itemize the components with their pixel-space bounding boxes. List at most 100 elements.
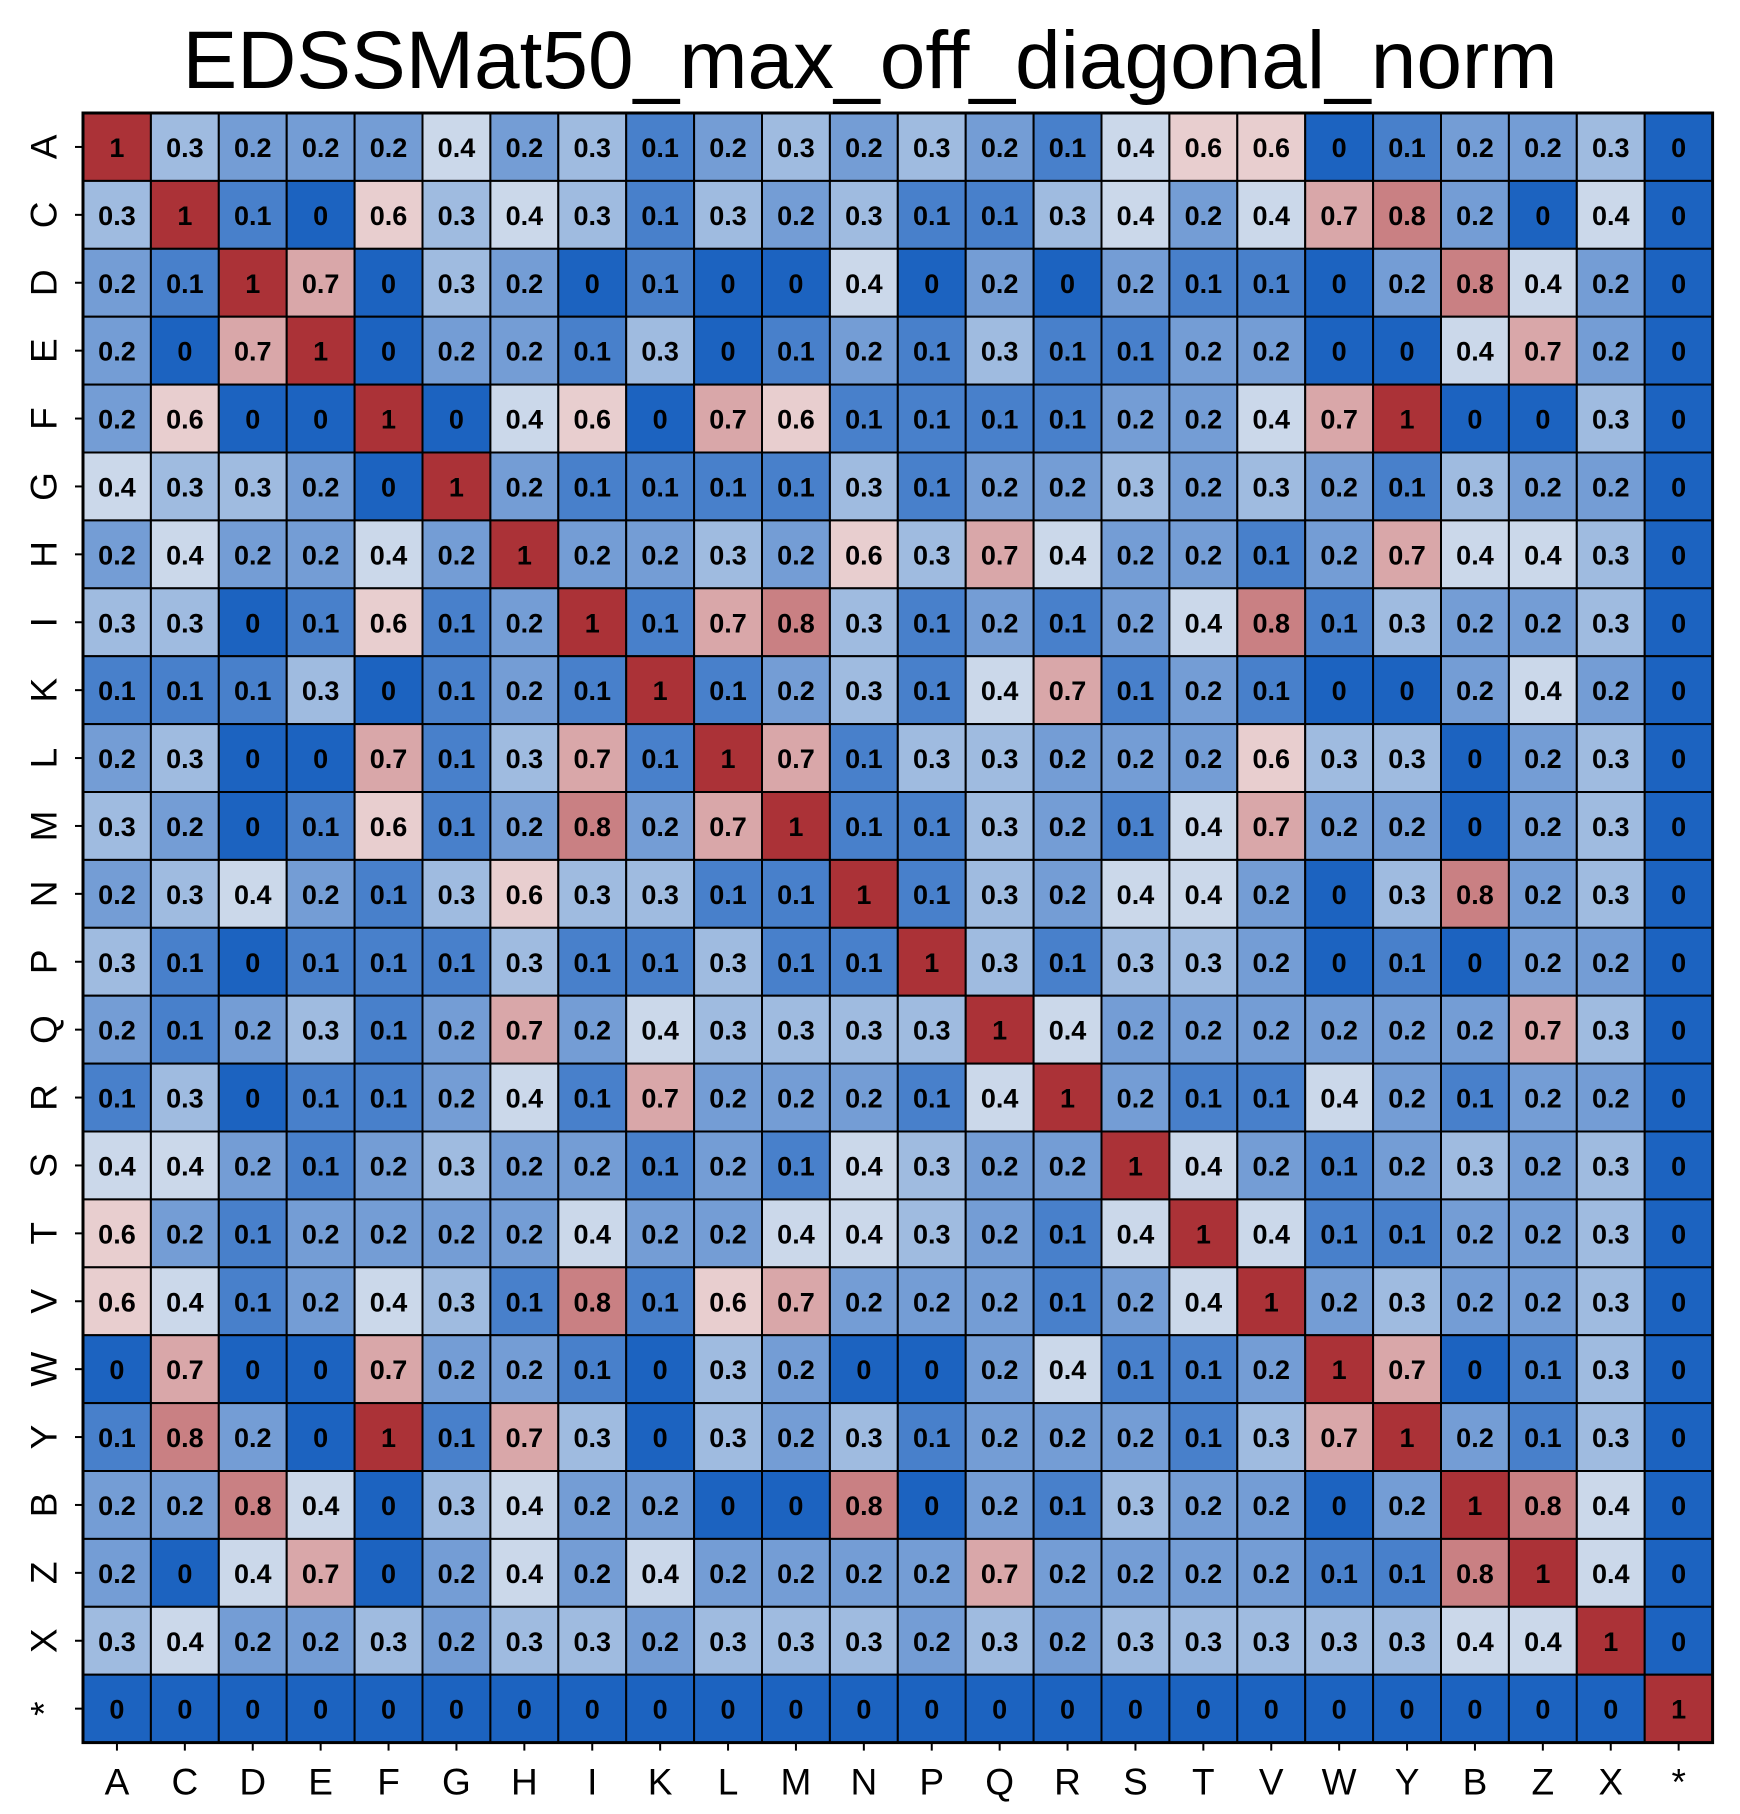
cell-value-label: 0.4 [1117,1219,1155,1249]
cell-value-label: 0.4 [1252,1219,1290,1249]
cell-value-label: 0.3 [1388,1287,1426,1317]
cell-value-label: 0.2 [98,1559,136,1589]
cell-value-label: 0.2 [1252,1355,1290,1385]
cell-value-label: 0.2 [641,1627,679,1657]
cell-value-label: 0.1 [641,1287,679,1317]
cell-value-label: 0 [1671,880,1686,910]
cell-value-label: 0 [1671,133,1686,163]
heatmap-cell [693,1334,763,1405]
cell-value-label: 0.4 [1592,201,1630,231]
cell-value-label: 0 [1332,948,1347,978]
cell-value-label: 0.2 [1456,201,1494,231]
heatmap-cell [964,994,1035,1065]
heatmap-cell [421,247,492,318]
heatmap-cell [1643,926,1714,997]
heatmap-cell [1575,1673,1646,1744]
heatmap-cell [489,926,560,997]
heatmap-cell [964,519,1035,590]
cell-value-label: 1 [992,1016,1007,1046]
cell-value-label: 0.2 [506,1151,544,1181]
heatmap-cell [217,791,288,861]
heatmap-cell [625,315,696,386]
cell-value-label: 0.6 [1252,133,1290,163]
heatmap-cell [1643,994,1714,1065]
cell-value-label: 0 [1535,1695,1550,1725]
heatmap-cell [285,858,356,929]
cell-value-label: 0.7 [506,1423,544,1453]
cell-value-label: 0.4 [981,1084,1019,1114]
heatmap-cell [693,1605,763,1676]
cell-value-label: 0.6 [98,1287,136,1317]
cell-value-label: 0.3 [166,744,204,774]
cell-value-label: 0.1 [166,676,204,706]
cell-value-label: 0.1 [573,472,611,502]
cell-value-label: 0.3 [709,1016,747,1046]
heatmap-cell [353,1537,424,1608]
cell-value-label: 0.4 [1456,1627,1494,1657]
y-tick-label: X [24,1628,65,1653]
cell-value-label: 0.2 [981,608,1019,638]
cell-value-label: 0.3 [845,201,883,231]
cell-value-label: 0 [1196,1695,1211,1725]
cell-value-label: 0.4 [438,133,476,163]
cell-value-label: 0 [1332,1491,1347,1521]
cell-value-label: 0.2 [302,133,340,163]
heatmap-cell [1643,587,1714,658]
cell-value-label: 0.2 [1117,269,1155,299]
cell-value-label: 0.3 [573,1423,611,1453]
cell-value-label: 0.1 [1252,269,1290,299]
cell-value-label: 0.1 [641,744,679,774]
cell-value-label: 0 [245,812,260,842]
cell-value-label: 0 [1671,608,1686,638]
heatmap-cell [1304,1198,1375,1269]
cell-value-label: 0.1 [777,880,815,910]
cell-value-label: 0.2 [1524,608,1562,638]
cell-value-label: 1 [653,676,668,706]
cell-value-label: 0.3 [1117,1491,1155,1521]
cell-value-label: 0.2 [1524,948,1562,978]
cell-value-label: 0.2 [98,1491,136,1521]
heatmap-cell [1575,1198,1646,1269]
cell-value-label: 0 [1332,676,1347,706]
cell-value-label: 0.4 [981,676,1019,706]
cell-value-label: 0 [924,269,939,299]
heatmap-cell [1507,994,1578,1065]
cell-value-label: 0.3 [709,1355,747,1385]
heatmap-cell [217,451,288,522]
heatmap-cell [1168,858,1239,929]
heatmap-cell [149,519,220,590]
cell-value-label: 0 [313,405,328,435]
heatmap-cell [353,858,424,929]
cell-value-label: 0.3 [1592,1355,1630,1385]
cell-value-label: 0.1 [913,676,951,706]
cell-value-label: 0.2 [506,608,544,638]
heatmap-cell [896,1334,967,1405]
cell-value-label: 0.6 [166,405,204,435]
heatmap-cell [1643,791,1714,861]
cell-value-label: 0.2 [506,812,544,842]
cell-value-label: 0 [1264,1695,1279,1725]
cell-value-label: 0.1 [1185,1423,1223,1453]
x-tick-label: T [1192,1762,1215,1803]
heatmap-cell [1168,315,1239,386]
heatmap-cell [1507,1470,1578,1540]
cell-value-label: 0.4 [506,1559,544,1589]
heatmap-cell [1304,383,1375,454]
cell-value-label: 0 [1671,201,1686,231]
cell-value-label: 0.2 [1388,1084,1426,1114]
cell-value-label: 0.3 [573,201,611,231]
cell-value-label: 0.4 [1456,337,1494,367]
cell-value-label: 0.7 [641,1084,679,1114]
cell-value-label: 0.3 [573,1627,611,1657]
heatmap-cell [828,791,899,861]
cell-value-label: 0.1 [370,1084,408,1114]
cell-value-label: 0 [653,1423,668,1453]
cell-value-label: 0.1 [913,1423,951,1453]
heatmap-cell [1100,994,1171,1065]
y-tick-label: D [24,269,65,296]
cell-value-label: 0.2 [1388,269,1426,299]
heatmap-cell [828,1673,899,1744]
cell-value-label: 0.3 [302,676,340,706]
heatmap-cell [1100,1130,1171,1201]
heatmap-cell [1100,1266,1171,1337]
